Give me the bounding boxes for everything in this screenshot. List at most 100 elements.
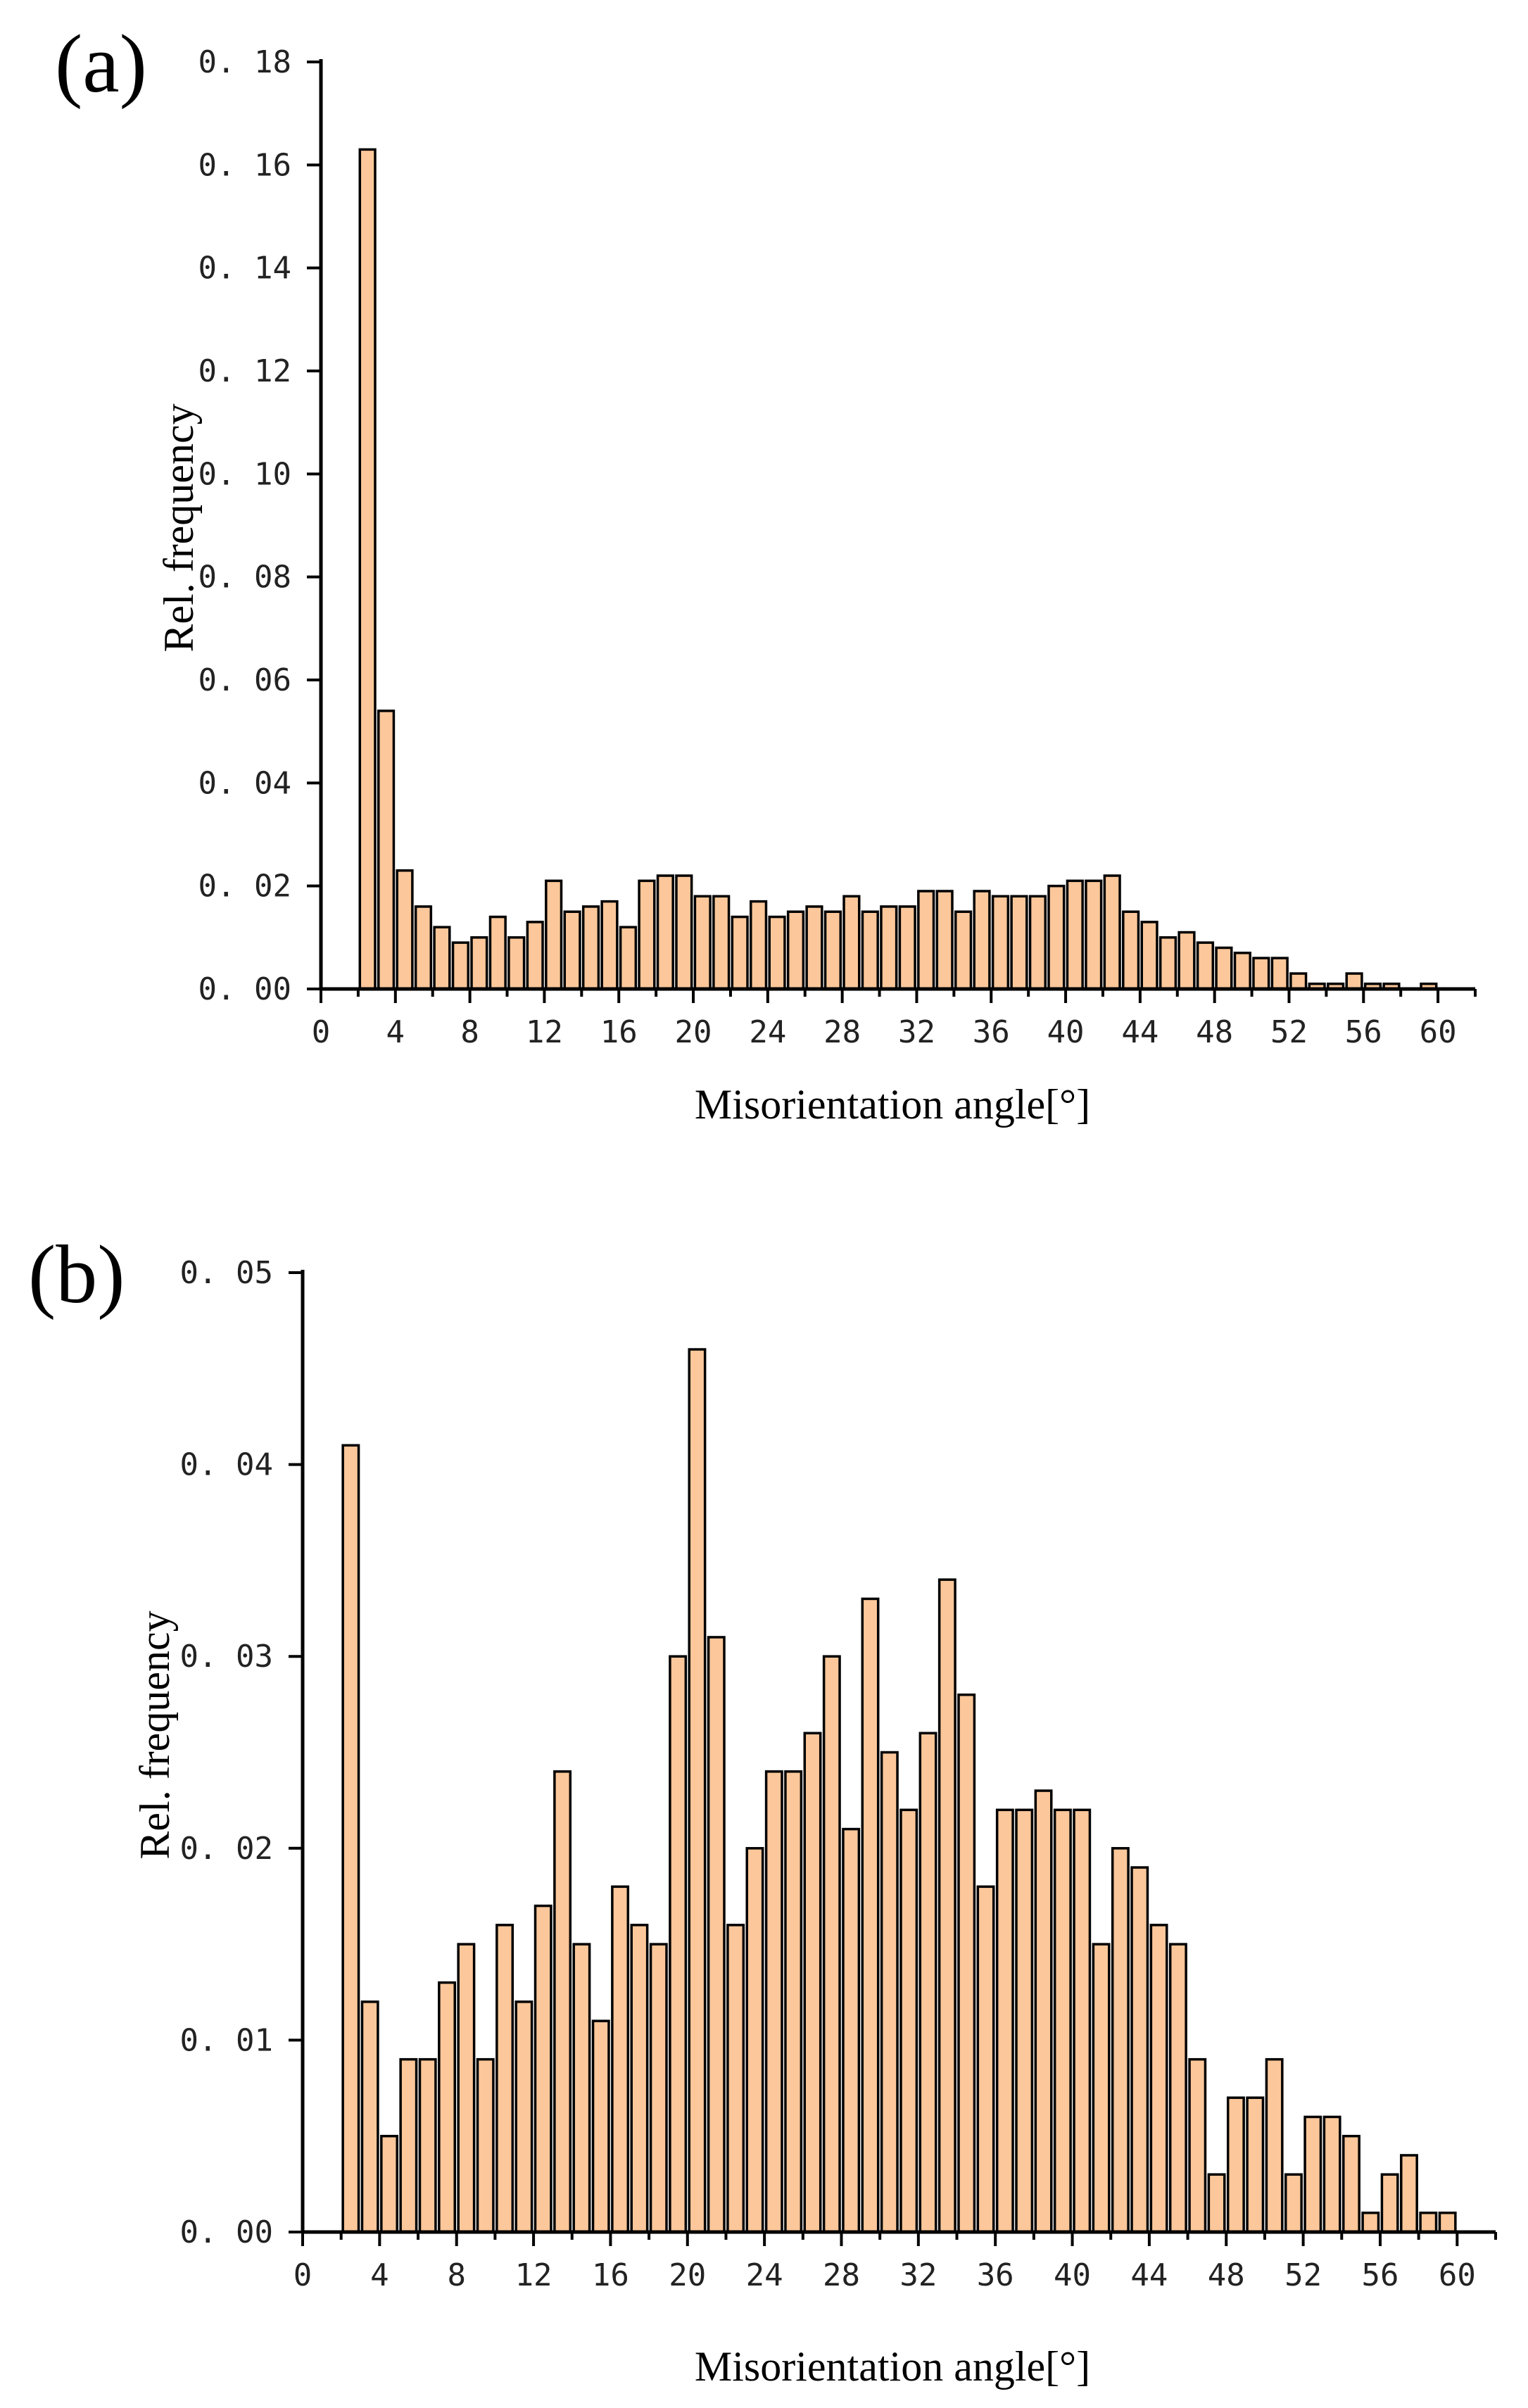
panel-a-bar [507,936,526,990]
panel-b-y-tick-label: 0. 04 [180,1447,273,1483]
panel-a-bar [545,879,563,990]
panel-a-bar [1122,910,1140,990]
panel-b-bar [438,1981,457,2233]
panel-b-bar [553,1770,572,2233]
panel-b-bar [842,1827,861,2233]
panel-a-y-ticks: 0. 00 0. 02 0. 04 0. 06 0. 08 0. 10 0. 12 0. 14… [198,44,321,1007]
panel-a-bar [935,890,954,990]
panel-a-y-tick-label: 0. 16 [198,147,291,183]
panel-a-bar [1028,895,1047,990]
panel-a-bar [433,926,451,990]
panel-a-bar [619,926,638,990]
panel-b-bar [1111,1847,1130,2233]
panel-a-bar [526,921,544,990]
panel-a-bar [898,905,916,990]
panel-b-x-tick-label: 24 [746,2257,783,2293]
panel-b-bar [803,1732,822,2233]
panel-a-bar [1177,931,1196,990]
panel-b-bar [1284,2173,1303,2233]
panel-a-bar [451,941,469,990]
panel-a-y-tick-label: 0. 00 [198,971,291,1007]
panel-a-x-tick-label: 8 [460,1014,479,1050]
panel-b-x-tick-label: 4 [370,2257,389,2293]
panel-a-bar [1252,957,1270,990]
panel-b-bar [611,1885,630,2233]
panel-b-bar [861,1597,880,2233]
panel-a-bar [1066,879,1084,990]
panel-b-bar [957,1693,976,2233]
panel-b-y-axis-title: Rel. frequency [132,1610,178,1859]
panel-b-bar [1092,1943,1111,2233]
panel-b-bar [1438,2211,1457,2233]
panel-a-bars [358,148,1438,990]
panel-a-x-tick-label: 40 [1047,1014,1085,1050]
panel-b-bar [880,1751,899,2233]
panel-a-bar [842,895,861,990]
panel-b-bar [918,1732,937,2233]
chart-panel-b: (b) 0. 000. 010. 020. 030. 040. 05 0 4 8 12… [28,1228,1497,2390]
panel-b-x-tick-label: 8 [447,2257,466,2293]
panel-a-x-ticks: 0 4 8 12 16 20 24 28 32 36 40 44 48 52 56 60 [312,989,1477,1050]
panel-b-bar [822,1655,841,2233]
panel-b-y-tick-label: 0. 02 [180,1831,273,1867]
panel-b-y-tick-label: 0. 01 [180,2022,273,2058]
panel-a-x-axis-title: Misorientation angle[°] [695,1081,1090,1128]
panel-b-bar [899,1808,918,2233]
panel-a-bar [731,915,749,990]
panel-a-x-tick-label: 48 [1196,1014,1233,1050]
panel-a-y-tick-label: 0. 14 [198,251,291,286]
panel-a-y-axis-title: Rel. frequency [156,403,202,652]
panel-b-bar [514,2000,533,2233]
panel-a-x-tick-label: 56 [1345,1014,1382,1050]
panel-b-x-tick-label: 16 [592,2257,629,2293]
panel-b-y-tick-label: 0. 00 [180,2214,273,2250]
panel-b-bar [457,1943,476,2233]
panel-b-bar [1303,2115,1322,2233]
panel-b-bar [764,1770,783,2233]
panel-b-bar [380,2134,398,2233]
panel-b-x-tick-label: 52 [1284,2257,1322,2293]
panel-b-bar [745,1847,764,2233]
panel-b-bar [1053,1808,1072,2233]
panel-a-bar [1085,879,1103,990]
panel-a-bar [1345,972,1363,990]
panel-a-bar [750,900,768,990]
panel-a-bar [1158,936,1177,990]
panel-b-bar [1419,2211,1438,2233]
panel-a-bar [1233,952,1251,990]
panel-b-bar [1149,1924,1168,2233]
panel-b-bar [688,1348,707,2233]
panel-b-bar [707,1636,726,2233]
panel-b-x-axis-title: Misorientation angle[°] [695,2343,1090,2390]
panel-a-bar [1270,957,1289,990]
panel-b-bar [1342,2134,1360,2233]
panel-b-bar [1265,2057,1284,2233]
panel-a-bar [675,874,693,990]
panel-a-x-tick-label: 0 [312,1014,331,1050]
panel-a-bar [488,915,507,990]
panel-a-bar [638,879,656,990]
panel-b-bar [1073,1808,1092,2233]
panel-a-y-tick-label: 0. 02 [198,869,291,904]
panel-b-bars [341,1348,1457,2233]
panel-a-bar [786,910,805,990]
panel-b-bar [1034,1789,1053,2233]
panel-a-y-tick-label: 0. 04 [198,765,291,801]
panel-a-x-tick-label: 52 [1270,1014,1308,1050]
panel-b-bar [1400,2154,1418,2233]
panel-b-y-tick-label: 0. 05 [180,1255,273,1291]
panel-b-x-tick-label: 40 [1054,2257,1091,2293]
panel-b-bar [418,2057,437,2233]
panel-a-bar [1196,941,1215,990]
chart-panel-a: (a) 0. 000. 020. 040. 060. 080. 100. 120… [55,18,1477,1128]
panel-b-bar [995,1808,1014,2233]
panel-b-bar [649,1943,668,2233]
panel-a-x-tick-label: 4 [386,1014,405,1050]
panel-b-bar [1226,2096,1245,2233]
panel-b-x-ticks: 0 4 8 12 16 20 24 28 32 36 40 44 48 52 56 60 [293,2232,1497,2293]
panel-b-y-tick-label: 0. 03 [180,1639,273,1675]
panel-b-x-tick-label: 28 [823,2257,860,2293]
panel-a-x-tick-label: 20 [675,1014,712,1050]
panel-a-y-tick-label: 0. 06 [198,662,291,698]
